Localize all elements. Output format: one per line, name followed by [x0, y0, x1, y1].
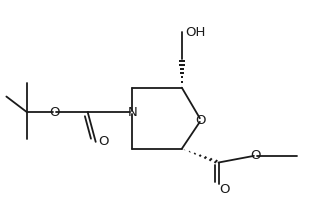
- Text: O: O: [98, 135, 108, 148]
- Text: O: O: [196, 114, 206, 127]
- Text: O: O: [250, 149, 260, 162]
- Text: O: O: [49, 106, 59, 119]
- Text: N: N: [128, 106, 137, 119]
- Text: O: O: [219, 183, 230, 196]
- Text: OH: OH: [186, 26, 206, 39]
